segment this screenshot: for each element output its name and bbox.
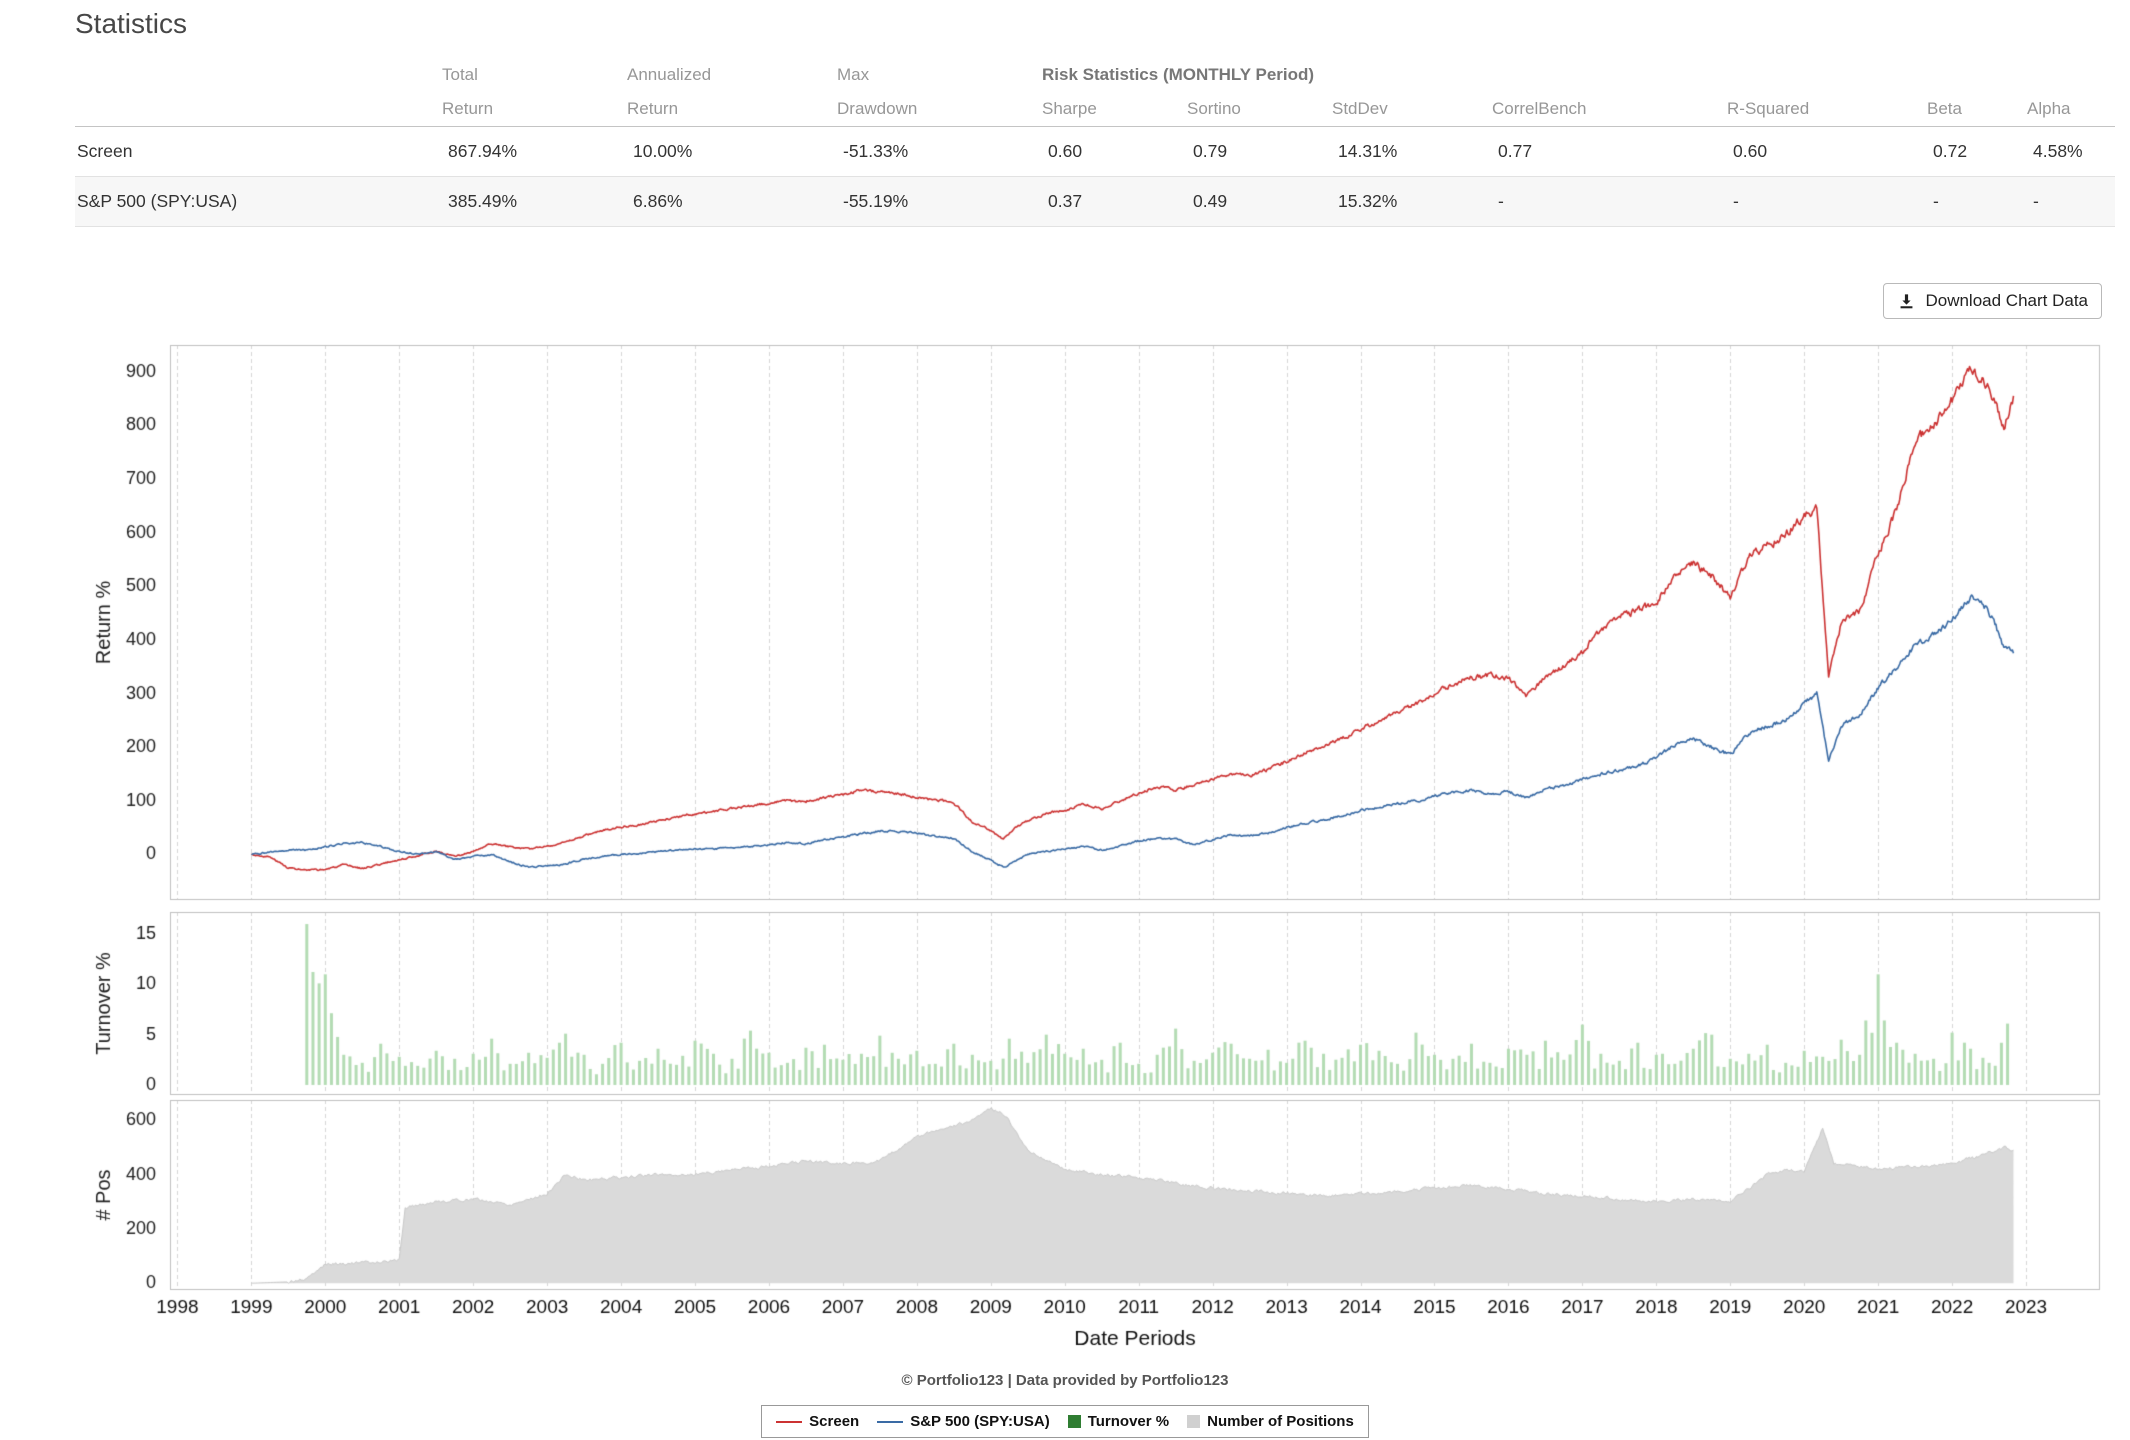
cell-benchmark-stddev: 15.32% [1338,191,1398,211]
header-r-squared: R-Squared [1727,99,1810,118]
legend-item-1: Screen [776,1413,859,1430]
chart-legend: Screen S&P 500 (SPY:USA) Turnover % Number … [0,1405,2130,1438]
header-annualized-l1: Annualized [627,65,712,84]
cell-benchmark-name: S&P 500 (SPY:USA) [77,191,238,211]
header-risk-group: Risk Statistics (MONTHLY Period) [1042,65,1315,84]
cell-screen-name: Screen [77,141,133,161]
cell-screen-alpha: 4.58% [2033,141,2083,161]
header-alpha: Alpha [2027,99,2071,118]
legend-label: S&P 500 (SPY:USA) [910,1413,1050,1430]
cell-benchmark-sharpe: 0.37 [1048,191,1083,211]
cell-screen-total-return: 867.94% [448,141,518,161]
legend-label: Screen [809,1413,860,1430]
cell-benchmark-max-drawdown: -55.19% [843,191,909,211]
header-spacer [75,58,440,92]
cell-screen-beta: 0.72 [1933,141,1968,161]
legend-box: Screen S&P 500 (SPY:USA) Turnover % Number … [761,1405,1369,1438]
table-row-benchmark: S&P 500 (SPY:USA) 385.49% 6.86% -55.19% … [75,176,2115,227]
cell-benchmark-sortino: 0.49 [1193,191,1228,211]
legend-marker-swatch [1067,1415,1081,1428]
legend-item-3: Turnover % [1067,1413,1170,1430]
cell-screen-correlbench: 0.77 [1498,141,1533,161]
download-chart-data-button[interactable]: Download Chart Data [1883,283,2102,319]
cell-screen-r-squared: 0.60 [1733,141,1768,161]
cell-benchmark-r-squared: - [1733,191,1739,211]
header-spacer-2 [75,92,440,127]
header-sortino: Sortino [1187,99,1241,118]
cell-benchmark-total-return: 385.49% [448,191,518,211]
cell-screen-stddev: 14.31% [1338,141,1398,161]
cell-screen-sharpe: 0.60 [1048,141,1083,161]
header-stddev: StdDev [1332,99,1388,118]
header-total-return: Return [442,99,494,118]
cell-screen-max-drawdown: -51.33% [843,141,909,161]
cell-screen-sortino: 0.79 [1193,141,1228,161]
cell-benchmark-alpha: - [2033,191,2039,211]
legend-label: Number of Positions [1207,1413,1354,1430]
legend-marker-line [877,1420,904,1423]
cell-benchmark-beta: - [1933,191,1939,211]
cell-benchmark-correlbench: - [1498,191,1504,211]
table-header-row-2: Return Return Drawdown Sharpe Sortino St… [75,92,2115,127]
header-annualized-return: Return [627,99,679,118]
cell-screen-annualized-return: 10.00% [633,141,693,161]
download-icon [1901,293,1913,308]
table-header-row-1: Total Annualized Max Risk Statistics (MO… [75,58,2115,92]
header-sharpe: Sharpe [1042,99,1097,118]
legend-marker-line [776,1420,803,1423]
header-correlbench: CorrelBench [1492,99,1587,118]
page-title: Statistics [75,8,188,39]
table-row-screen: Screen 867.94% 10.00% -51.33% 0.60 0.79 … [75,126,2115,177]
header-beta: Beta [1927,99,1962,118]
cell-benchmark-annualized-return: 6.86% [633,191,683,211]
download-button-label: Download Chart Data [1925,291,2088,310]
footer-credit: © Portfolio123 | Data provided by Portfo… [901,1372,1229,1389]
statistics-table: Total Annualized Max Risk Statistics (MO… [75,58,2115,227]
header-total-l1: Total [442,65,478,84]
legend-item-2: S&P 500 (SPY:USA) [877,1413,1050,1430]
legend-label: Turnover % [1087,1413,1170,1430]
header-max-l1: Max [837,65,870,84]
legend-marker-swatch [1187,1415,1201,1428]
legend-item-4: Number of Positions [1187,1413,1354,1430]
performance-chart-canvas [0,335,2130,1355]
header-max-drawdown: Drawdown [837,99,918,118]
